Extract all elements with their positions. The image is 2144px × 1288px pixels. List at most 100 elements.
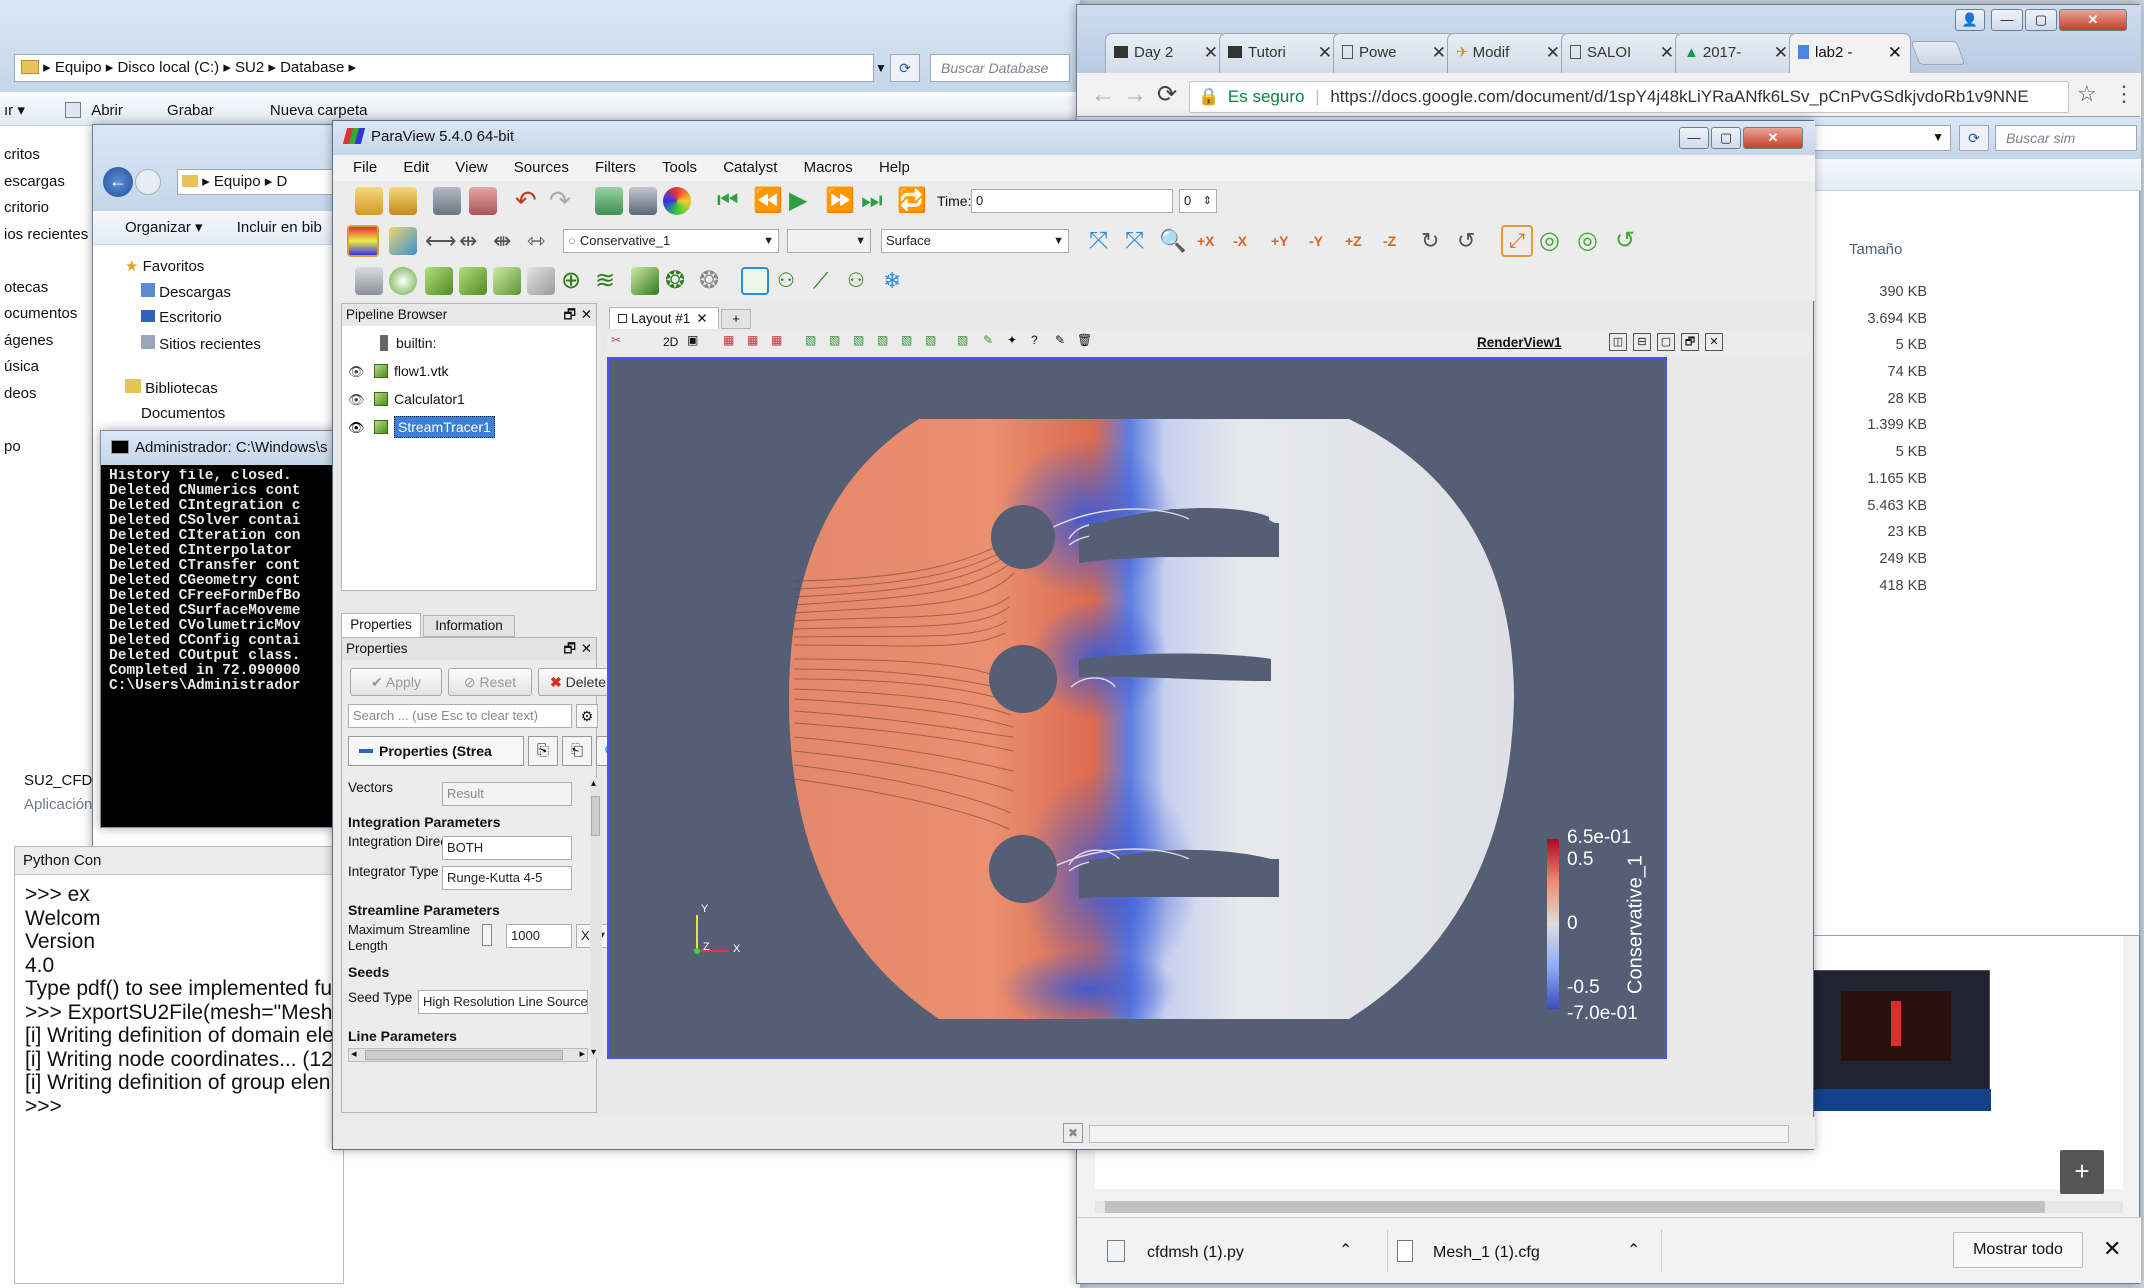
scroll-down-icon[interactable]: ▾ — [591, 1047, 597, 1058]
chrome-tab[interactable]: Day 2 ✕ — [1105, 33, 1227, 73]
menu-sources[interactable]: Sources — [513, 159, 569, 176]
view-minus-x-icon[interactable]: -X — [1233, 233, 1247, 249]
explorer-right-search[interactable]: Buscar sim — [1995, 125, 2137, 151]
chrome-scrollbar[interactable] — [1095, 1201, 2123, 1213]
redo-icon[interactable]: ↷ — [549, 185, 571, 215]
eye-icon[interactable]: 👁 — [348, 420, 365, 435]
maximize-view-icon[interactable]: ▢ — [1657, 333, 1675, 351]
view-minus-z-icon[interactable]: -Z — [1383, 233, 1397, 249]
split-vertical-icon[interactable]: ⊟ — [1633, 333, 1651, 351]
view-2d-button[interactable]: 2D — [663, 335, 679, 349]
pipeline-item-selected[interactable]: 👁 StreamTracer1 — [348, 414, 495, 440]
render-view-canvas[interactable] — [609, 359, 1665, 1057]
close-button[interactable]: ✕ — [1743, 127, 1803, 149]
hover-cells-icon[interactable]: ▧ — [877, 333, 889, 347]
eye-icon[interactable]: 👁 — [348, 392, 365, 407]
query-icon[interactable]: ? — [1031, 333, 1038, 347]
undo-icon[interactable]: ↶ — [515, 185, 537, 215]
breadcrumb-item[interactable]: SU2 — [235, 59, 265, 76]
properties-section-header[interactable]: Properties (Strea — [348, 736, 524, 766]
nav-documents[interactable]: Documentos — [141, 405, 226, 422]
minimize-button[interactable]: — — [1991, 9, 2023, 31]
show-all-button[interactable]: Mostrar todo — [1953, 1232, 2083, 1268]
camera-interaction-icon[interactable]: ⤢ — [1501, 225, 1533, 257]
close-icon[interactable]: ✕ — [2103, 1236, 2122, 1261]
rescale-temporal-icon[interactable]: ⇿ — [527, 228, 546, 253]
view-plus-x-icon[interactable]: +X — [1197, 233, 1215, 249]
copy-icon[interactable]: ⎘ — [528, 736, 558, 766]
close-icon[interactable]: ✕ — [1431, 43, 1446, 62]
select-points-icon[interactable]: ▦ — [747, 333, 759, 347]
chevron-down-icon[interactable]: ▼ — [1932, 130, 1944, 144]
connect-icon[interactable] — [595, 187, 623, 215]
scrollbar-thumb[interactable] — [591, 796, 600, 836]
close-icon[interactable]: ✕ — [1317, 43, 1332, 62]
view-minus-y-icon[interactable]: -Y — [1309, 233, 1323, 249]
plot-data-icon[interactable]: ⚇ — [847, 270, 865, 292]
tab-information[interactable]: Information — [423, 615, 515, 637]
sidebar-item[interactable]: úsica — [4, 358, 40, 375]
user-button[interactable]: 👤 — [1955, 9, 1985, 31]
apply-button[interactable]: ✔ Apply — [350, 668, 442, 696]
representation-select[interactable]: Surface ▼ — [881, 229, 1069, 253]
hover-points-icon[interactable]: ▧ — [853, 333, 865, 347]
size-column-header[interactable]: Tamaño — [1849, 241, 1903, 258]
integrator-type-select[interactable]: Runge-Kutta 4-5 — [442, 866, 572, 890]
sidebar-item[interactable]: po — [4, 437, 21, 455]
layout-tab[interactable]: Layout #1 ✕ — [609, 307, 719, 329]
save-state-icon[interactable] — [469, 187, 497, 215]
forward-arrow-icon[interactable] — [135, 169, 161, 195]
rotate-plus90-icon[interactable]: ↻ — [1421, 228, 1440, 253]
close-icon[interactable]: ✕ — [1887, 43, 1902, 62]
close-icon[interactable]: ✕ — [580, 307, 592, 322]
max-length-input[interactable]: 1000 — [506, 924, 572, 948]
breadcrumb-item[interactable]: Equipo — [54, 59, 102, 76]
close-view-icon[interactable]: ✕ — [1705, 333, 1723, 351]
reload-icon[interactable]: ⟳ — [1157, 81, 1178, 108]
pipeline-item-builtin[interactable]: builtin: — [380, 330, 436, 356]
save-data-icon[interactable] — [433, 187, 461, 215]
contour-icon[interactable] — [389, 267, 417, 295]
close-icon[interactable]: ✕ — [1659, 43, 1674, 62]
first-frame-icon[interactable]: ⏮ — [717, 187, 739, 214]
sidebar-item[interactable]: escargas — [4, 172, 65, 190]
component-select[interactable]: ▼ — [787, 229, 871, 253]
refresh-icon[interactable]: ⟳ — [1959, 125, 1989, 151]
python-filter-icon[interactable]: ❄ — [883, 268, 902, 293]
undock-icon[interactable]: 🗗 — [563, 307, 576, 322]
breadcrumb-item[interactable]: Database — [280, 59, 345, 76]
view-plus-y-icon[interactable]: +Y — [1271, 233, 1289, 249]
camera-undo-icon[interactable]: ↺ — [1615, 227, 1636, 254]
menu-tools[interactable]: Tools — [662, 159, 698, 176]
close-icon[interactable]: ✕ — [1545, 43, 1560, 62]
recent-open-icon[interactable] — [389, 187, 417, 215]
edit-icon[interactable]: ✎ — [1055, 333, 1066, 347]
menu-file[interactable]: File — [353, 159, 378, 176]
burn-button[interactable]: Grabar — [167, 102, 214, 119]
paste-icon[interactable]: ⎗ — [562, 736, 592, 766]
loop-icon[interactable]: 🔁 — [897, 187, 927, 214]
plot-line-icon[interactable]: ⟋ — [813, 268, 829, 293]
menu-edit[interactable]: Edit — [403, 159, 430, 176]
undock-icon[interactable]: 🗗 — [563, 641, 576, 656]
color-legend-icon[interactable] — [347, 225, 379, 257]
scroll-left-icon[interactable]: ◂ — [351, 1048, 357, 1060]
max-length-slider[interactable] — [482, 924, 492, 946]
chrome-tab[interactable]: ▲ 2017- ✕ — [1675, 33, 1797, 73]
disconnect-icon[interactable] — [629, 187, 657, 215]
maximize-button[interactable]: ▢ — [1711, 127, 1741, 149]
add-comment-icon[interactable]: + — [2060, 1150, 2104, 1194]
find-data-icon[interactable]: ▧ — [957, 333, 969, 347]
menu-filters[interactable]: Filters — [595, 159, 636, 176]
menu-help[interactable]: Help — [878, 159, 910, 176]
download-item[interactable]: cfdmsh (1).py — [1147, 1244, 1244, 1261]
nav-downloads[interactable]: Descargas — [141, 283, 231, 301]
clear-selection-icon[interactable]: 🗑 — [1077, 333, 1093, 347]
integration-direction-select[interactable]: BOTH — [442, 836, 572, 860]
seed-type-select[interactable]: High Resolution Line Source — [418, 990, 588, 1014]
interactive-select-icon[interactable]: ▧ — [829, 333, 841, 347]
file-label[interactable]: SU2_CFD — [24, 772, 93, 789]
menu-macros[interactable]: Macros — [803, 159, 853, 176]
rescale-range-icon[interactable]: ⟷ — [425, 228, 457, 253]
select-cells-icon[interactable]: ▦ — [723, 333, 735, 347]
